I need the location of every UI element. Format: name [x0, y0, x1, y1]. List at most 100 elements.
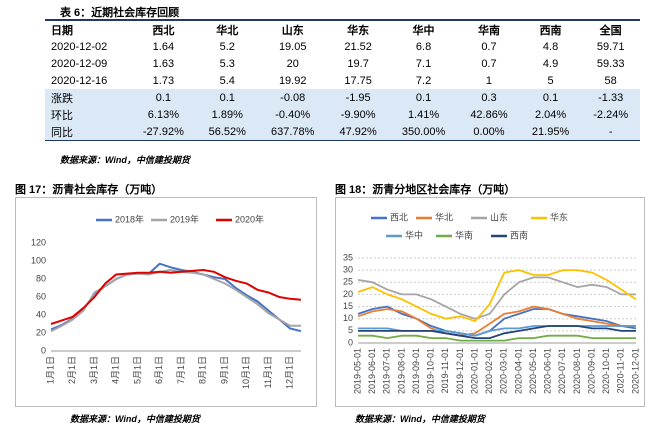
legend-label: 华中: [405, 229, 423, 240]
legend-label: 2020年: [235, 213, 264, 224]
series-line: [50, 268, 302, 325]
table-cell: 6.13%: [130, 106, 197, 123]
table-cell: 2.04%: [519, 106, 582, 123]
chart-title: 图 18：沥青分地区社会库存（万吨）: [335, 184, 516, 196]
x-tick-label: 3月1日: [89, 356, 99, 384]
x-tick-label: 2019-05-01: [352, 348, 362, 394]
x-tick-label: 2019-08-01: [396, 348, 406, 394]
table-cell: 华南: [477, 24, 500, 37]
x-tick-label: 2020-12-01: [630, 348, 640, 394]
x-tick-label: 2019-07-01: [382, 348, 392, 394]
y-tick-label: 35: [343, 252, 353, 262]
table-cell: -1.33: [581, 89, 640, 106]
table-cell: 5.3: [219, 57, 235, 70]
table-cell: 5: [547, 74, 554, 87]
y-tick-label: 30: [343, 265, 353, 275]
chart-title: 图 17：沥青社会库存（万吨）: [15, 184, 163, 196]
table-cell: 0.1: [519, 89, 582, 106]
table-cell: 1.63: [152, 57, 175, 70]
chart: 0 5 10 15 20 25 30 35 2019-05-01 2019-06-01 2019-0…: [335, 197, 645, 407]
x-tick-label: 2019-12-01: [455, 348, 465, 394]
x-tick-label: 8月1日: [198, 356, 208, 384]
table-cell: 0.1: [130, 89, 197, 106]
series-line: [50, 262, 302, 333]
y-tick-label: 60: [36, 291, 46, 301]
table-cell: 涨跌: [45, 89, 131, 106]
table-cell: 58: [604, 74, 617, 87]
table-row: 日期 西北 华北 山东 华东 华中 华南 西南 全国: [45, 20, 640, 38]
table-cell: 环比: [45, 106, 131, 123]
table-cell: 2020-12-09: [51, 57, 108, 70]
table-cell: -9.90%: [327, 106, 389, 123]
table-cell: -0.08: [258, 89, 328, 106]
x-tick-label: 2019-10-01: [426, 348, 436, 394]
x-tick-label: 2020-08-01: [572, 348, 582, 394]
table-cell: 2020-12-16: [51, 74, 108, 87]
table-title: 表 6：近期社会库存回顾: [60, 7, 180, 19]
table-cell: 47.92%: [327, 123, 389, 141]
table-cell: 日期: [51, 24, 73, 37]
table-cell: 7.1: [415, 57, 432, 70]
y-tick-label: 25: [343, 277, 353, 287]
table-cell: 350.00%: [388, 123, 459, 141]
x-tick-label: 12月1日: [285, 356, 295, 389]
table-cell: 山东: [281, 24, 304, 37]
x-tick-label: 4月1日: [111, 356, 121, 384]
table-cell: 20: [286, 57, 299, 70]
x-tick-label: 6月1日: [154, 356, 164, 384]
series-line: [50, 268, 301, 333]
table-cell: 6.8: [415, 40, 432, 53]
series-line: [357, 305, 636, 337]
table-cell: -: [581, 123, 640, 141]
table-cell: 21.95%: [519, 123, 582, 141]
table-cell: 56.52%: [196, 123, 259, 141]
table-cell: 4.9: [542, 57, 559, 70]
table-cell: 0.1: [196, 89, 259, 106]
table-cell: 西北: [152, 24, 175, 37]
series-line: [357, 276, 636, 320]
table-cell: 1.73: [152, 74, 175, 87]
chart-source: 数据来源：Wind，中信建投期货: [355, 414, 485, 424]
legend-label: 华北: [435, 211, 453, 222]
x-tick-label: 2020-06-01: [543, 348, 553, 394]
table-row: 涨跌 0.1 0.1 -0.08 -1.95 0.1 0.3 0.1 -1.33: [45, 89, 640, 106]
series-line: [357, 269, 637, 323]
x-tick-label: 7月1日: [176, 356, 186, 384]
legend-label: 山东: [490, 211, 508, 222]
table-cell: 5.2: [219, 40, 235, 53]
x-tick-label: 1月1日: [45, 356, 55, 384]
y-tick-label: 40: [36, 309, 46, 319]
table-cell: 19.92: [278, 74, 307, 87]
table-cell: -1.95: [327, 89, 389, 106]
table-row: 2020-12-16 1.73 5.4 19.92 17.75 7.2 1 5 58: [45, 72, 640, 89]
table-cell: 4.8: [542, 40, 559, 53]
table-row: 同比 -27.92% 56.52% 637.78% 47.92% 350.00% 0.00%…: [45, 123, 640, 141]
x-tick-label: 2020-01-01: [469, 348, 479, 394]
table-cell: 2020-12-02: [51, 40, 108, 53]
table: 日期 西北 华北 山东 华东 华中 华南 西南 全国 2020-12-02 1.64 5.2 19.05…: [45, 19, 640, 141]
x-tick-label: 2020-04-01: [513, 348, 523, 394]
x-tick-label: 2020-07-01: [557, 348, 567, 394]
y-tick-label: 20: [36, 327, 46, 337]
x-tick-label: 2020-02-01: [484, 348, 494, 394]
legend-label: 西南: [510, 229, 528, 240]
table-cell: 0.7: [481, 57, 497, 70]
table-cell: 华中: [412, 24, 435, 37]
table-cell: 0.1: [388, 89, 459, 106]
x-tick-label: 11月1日: [263, 356, 273, 388]
y-tick-label: 5: [348, 325, 353, 335]
table-cell: 59.33: [596, 57, 625, 70]
y-tick-label: 0: [348, 337, 353, 347]
table-cell: 全国: [599, 24, 622, 37]
table-cell: 1.41%: [388, 106, 459, 123]
series-line: [358, 325, 636, 339]
table-cell: -27.92%: [130, 123, 197, 141]
table-cell: 42.86%: [458, 106, 520, 123]
x-tick-label: 9月1日: [219, 356, 229, 384]
x-tick-label: 2019-11-01: [440, 348, 450, 393]
legend-label: 2019年: [170, 213, 199, 224]
x-tick-label: 2019-09-01: [411, 348, 421, 394]
y-tick-label: 20: [343, 289, 353, 299]
table-cell: 1.64: [152, 40, 175, 53]
